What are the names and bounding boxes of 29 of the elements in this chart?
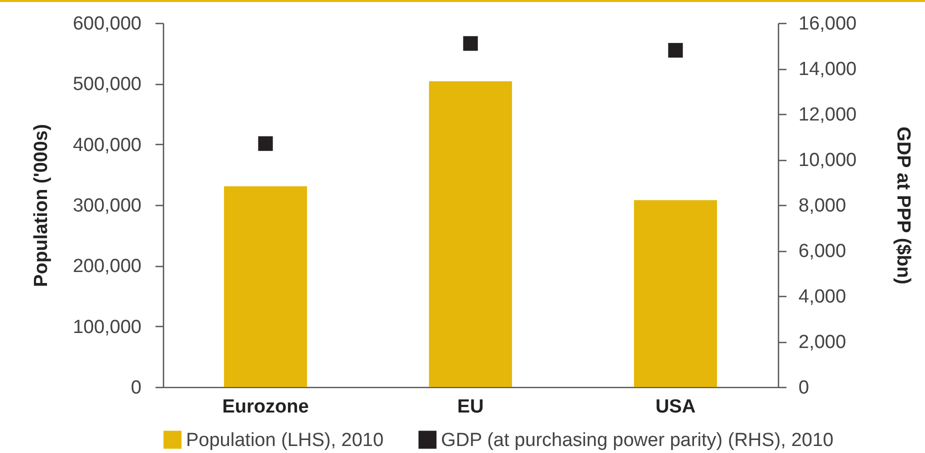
y-tick-label: 0 [130, 378, 142, 398]
y2-tick-label: 14,000 [798, 59, 857, 80]
y2-axis-title: GDP at PPP ($bn) [892, 126, 914, 284]
point [668, 42, 683, 58]
y-tick-label: 400,000 [72, 134, 142, 156]
x-tick-label: USA [655, 396, 696, 418]
x-tick-label: EU [457, 396, 484, 418]
bar [428, 81, 512, 387]
point [258, 136, 273, 151]
y2-tick-label: 10,000 [798, 150, 857, 171]
y2-tick-label: 4,000 [798, 286, 846, 308]
y-tick-label: 200,000 [72, 256, 142, 278]
y2-tick-label: 0 [798, 378, 810, 398]
bar [224, 186, 308, 387]
bar [634, 200, 718, 387]
y2-tick-label: 16,000 [798, 14, 857, 34]
y-tick-label: 500,000 [72, 74, 142, 96]
y-tick-label: 100,000 [72, 316, 142, 338]
y-axis-title: Population ('000s) [30, 124, 52, 287]
y-tick-label: 600,000 [72, 14, 142, 34]
point [463, 36, 478, 51]
legend-label: GDP (at purchasing power parity) (RHS), 2010 [441, 430, 834, 451]
legend-label: Population (LHS), 2010 [186, 430, 384, 451]
y2-tick-label: 2,000 [798, 332, 846, 353]
x-tick-label: Eurozone [222, 396, 309, 418]
y2-tick-label: 6,000 [798, 241, 846, 262]
y2-tick-label: 8,000 [798, 196, 846, 216]
y-tick-label: 300,000 [72, 196, 142, 216]
y2-tick-label: 12,000 [798, 104, 857, 126]
